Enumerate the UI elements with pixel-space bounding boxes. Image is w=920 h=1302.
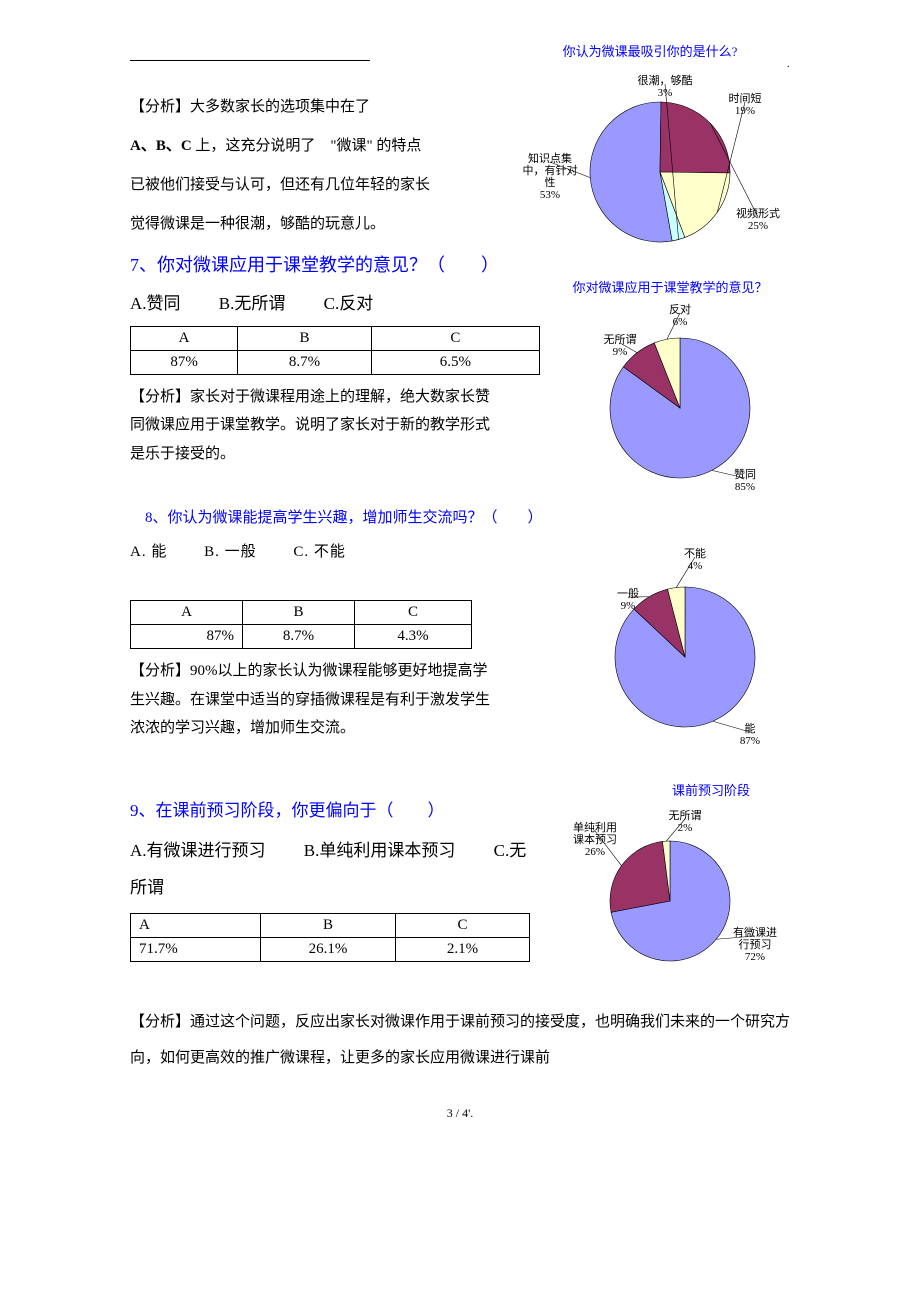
svg-text:反对6%: 反对6% — [669, 302, 691, 328]
table-header: C — [371, 326, 539, 350]
svg-text:无所谓9%: 无所谓9% — [604, 333, 637, 358]
chart-8-wrap: 能87%一般9%不能4% — [570, 537, 790, 762]
chart-9-wrap: 课前预习阶段 有微课进行预习72% 单纯利用课本预习26% 无所谓2% — [540, 780, 790, 996]
table-cell: 2.1% — [395, 937, 529, 961]
q9-table: ABC 71.7%26.1%2.1% — [130, 913, 530, 962]
analysis-6-line2-rest: 上，这充分说明了 "微课" 的特点 — [195, 138, 421, 154]
q8-table: ABC 87%8.7%4.3% — [130, 600, 472, 649]
chart-7-title: 你对微课应用于课堂教学的意见？ — [550, 277, 790, 296]
q9-analysis: 【分析】通过这个问题，反应出家长对微课作用于课前预习的接受度，也明确我们未来的一… — [130, 1004, 790, 1076]
table-header: B — [261, 913, 396, 937]
table-header: B — [243, 601, 355, 625]
chart-9-title: 课前预习阶段 — [540, 780, 790, 799]
page-number: 3 / 4'. — [130, 1106, 790, 1121]
chart-8-pie: 能87%一般9%不能4% — [570, 537, 790, 757]
svg-text:赞同85%: 赞同85% — [734, 468, 756, 493]
table-cell: 87% — [131, 625, 243, 649]
table-header: A — [131, 913, 261, 937]
svg-text:很潮，够酷3%: 很潮，够酷3% — [638, 73, 693, 99]
svg-text:能87%: 能87% — [740, 721, 760, 747]
svg-text:有微课进行预习72%: 有微课进行预习72% — [733, 925, 777, 963]
table-header: C — [395, 913, 529, 937]
svg-text:单纯利用课本预习26%: 单纯利用课本预习26% — [573, 821, 617, 858]
svg-text:时间短19%: 时间短19% — [729, 91, 762, 117]
table-header: B — [238, 326, 372, 350]
chart-7-pie: 赞同85% 无所谓9% 反对6% — [550, 298, 790, 498]
top-rule — [130, 60, 370, 61]
q8-analysis: 【分析】90%以上的家长认为微课程能够更好地提高学生兴趣。在课堂中适当的穿插微课… — [130, 657, 500, 743]
q7-analysis: 【分析】家长对于微课程用途上的理解，绝大数家长赞同微课应用于课堂教学。说明了家长… — [130, 383, 500, 469]
table-cell: 26.1% — [261, 937, 396, 961]
table-header: A — [131, 326, 238, 350]
svg-text:知识点集中，有针对性53%: 知识点集中，有针对性53% — [523, 151, 578, 201]
q7-table: ABC 87%8.7%6.5% — [130, 326, 540, 375]
table-header: A — [131, 601, 243, 625]
chart-7-wrap: 你对微课应用于课堂教学的意见？ 赞同85% 无所谓9% 反对6% — [550, 277, 790, 503]
svg-text:无所谓2%: 无所谓2% — [669, 809, 702, 834]
analysis-6-line2-bold: A、B、C — [130, 138, 195, 154]
table-cell: 71.7% — [131, 937, 261, 961]
svg-text:不能4%: 不能4% — [684, 546, 706, 572]
table-cell: 6.5% — [371, 350, 539, 374]
svg-text:视频形式25%: 视频形式25% — [736, 206, 780, 232]
table-cell: 4.3% — [355, 625, 472, 649]
table-cell: 87% — [131, 350, 238, 374]
table-cell: 8.7% — [238, 350, 372, 374]
table-cell: 8.7% — [243, 625, 355, 649]
chart-9-pie: 有微课进行预习72% 单纯利用课本预习26% 无所谓2% — [540, 801, 790, 991]
top-dot: · — [787, 62, 790, 73]
chart-6-wrap: 你认为微课最吸引你的是什么? 知识点集中，有针对性53% 视频形式25% 时间短19… — [510, 41, 790, 277]
table-header: C — [355, 601, 472, 625]
chart-6-pie: 知识点集中，有针对性53% 视频形式25% 时间短19% 很潮，够酷3% — [510, 62, 790, 272]
chart-6-title: 你认为微课最吸引你的是什么? — [510, 41, 790, 60]
